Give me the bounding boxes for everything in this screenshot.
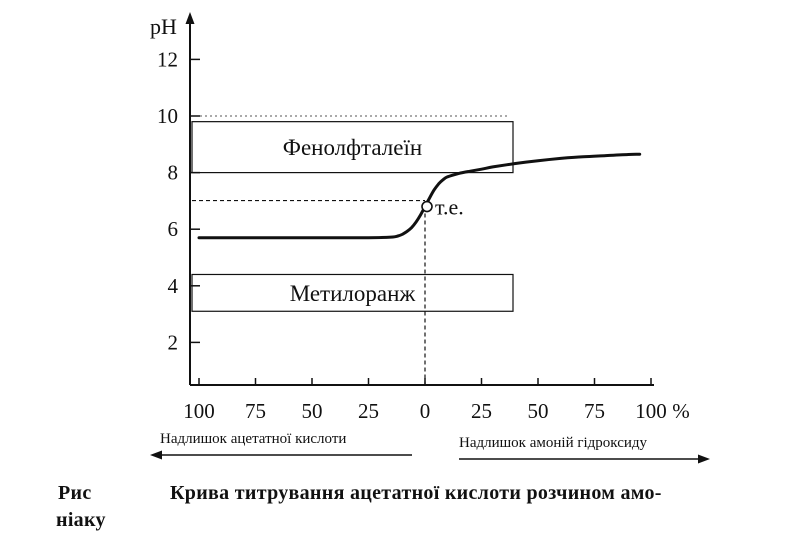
figure-caption: Крива титрування ацетатної кислоти розчи… xyxy=(170,482,662,504)
x-tick-label: 50 xyxy=(302,399,323,423)
note-acid-excess: Надлишок ацетатної кислоти xyxy=(160,431,346,447)
y-axis-label: pH xyxy=(150,14,177,39)
indicator-range-methyl-orange xyxy=(191,273,514,312)
indicator-label-methyl-orange: Метилоранж xyxy=(290,281,416,306)
y-axis-arrow xyxy=(185,12,195,24)
equivalence-point-label: т.е. xyxy=(435,195,464,220)
x-tick-label: 50 xyxy=(528,399,549,423)
x-tick-label: 0 xyxy=(420,399,431,423)
x-tick-label: 75 xyxy=(584,399,605,423)
titration-curve xyxy=(197,152,642,240)
y-tick-label: 2 xyxy=(168,330,179,354)
note-acid-arrow-head xyxy=(150,450,162,460)
x-unit-label: % xyxy=(672,399,690,423)
titration-chart: Фенолфталеїн Метилоранж pH 2 4 6 8 10 12 100 75 5… xyxy=(150,12,710,464)
note-base-arrow-head xyxy=(698,454,710,464)
x-tick-label: 25 xyxy=(471,399,492,423)
equivalence-point-marker xyxy=(421,200,433,213)
y-tick-label: 6 xyxy=(168,217,179,241)
y-tick-label: 4 xyxy=(168,274,179,298)
y-tick-label: 10 xyxy=(157,104,178,128)
indicator-range-phenolphthalein xyxy=(191,121,514,174)
figure-caption-continuation: ніаку xyxy=(56,509,106,531)
y-tick-label: 8 xyxy=(168,161,179,185)
x-tick-label: 100 xyxy=(635,399,667,423)
x-tick-label: 75 xyxy=(245,399,266,423)
indicator-label-phenolphthalein: Фенолфталеїн xyxy=(283,135,422,160)
x-tick-label: 25 xyxy=(358,399,379,423)
figure-caption-prefix: Рис xyxy=(58,482,92,504)
y-tick-label: 12 xyxy=(157,47,178,71)
note-base-excess: Надлишок амоній гідроксиду xyxy=(459,435,648,451)
x-tick-label: 100 xyxy=(183,399,215,423)
